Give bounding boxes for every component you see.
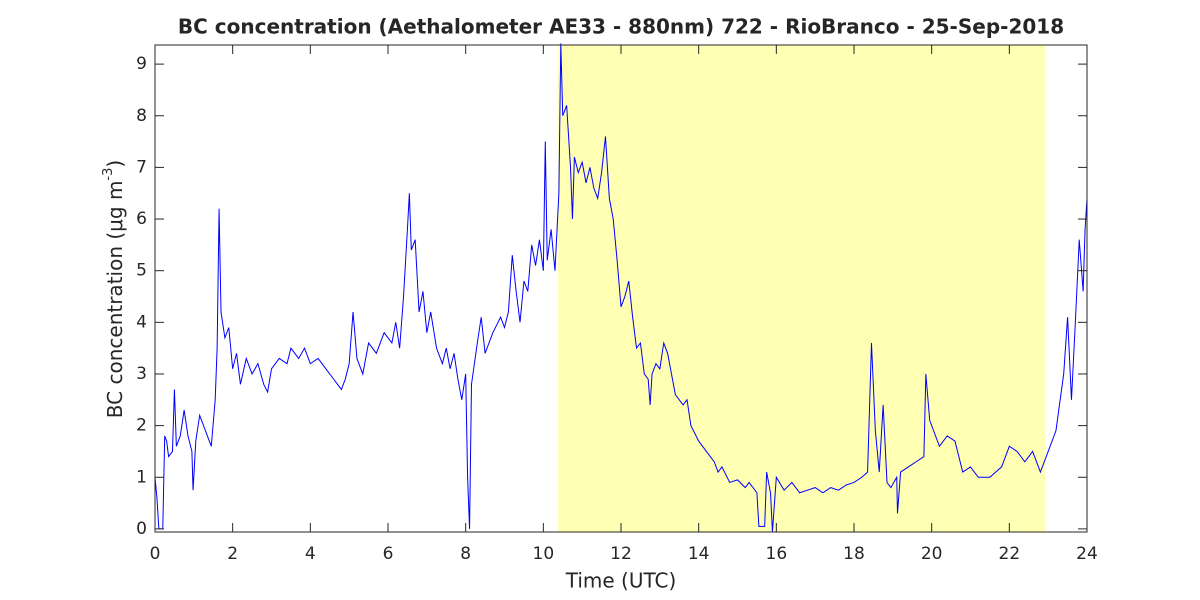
y-axis-label-superscript: -3 xyxy=(101,168,116,181)
y-tick-label: 7 xyxy=(136,157,147,177)
y-axis-label-suffix: ) xyxy=(103,160,127,168)
y-tick-label: 0 xyxy=(136,519,147,539)
x-tick-label: 12 xyxy=(610,544,632,564)
y-axis-label-text: BC concentration (μg m xyxy=(103,181,127,419)
y-tick-label: 9 xyxy=(136,54,147,74)
y-tick-label: 8 xyxy=(136,106,147,126)
x-tick-label: 16 xyxy=(766,544,788,564)
x-tick-label: 4 xyxy=(305,544,316,564)
y-tick-label: 4 xyxy=(136,312,147,332)
y-tick-label: 5 xyxy=(136,261,147,281)
y-tick-label: 6 xyxy=(136,209,147,229)
data-line xyxy=(154,43,1088,532)
x-tick-label: 18 xyxy=(843,544,865,564)
y-axis-label: BC concentration (μg m-3) xyxy=(101,160,127,418)
highlight-region xyxy=(558,45,1046,532)
y-tick-label: 3 xyxy=(136,364,147,384)
x-tick-label: 2 xyxy=(227,544,238,564)
chart-title: BC concentration (Aethalometer AE33 - 88… xyxy=(178,15,1064,39)
x-axis-label: Time (UTC) xyxy=(565,569,677,593)
x-tick-label: 14 xyxy=(688,544,710,564)
x-tick-label: 22 xyxy=(999,544,1021,564)
x-tick-label: 10 xyxy=(533,544,555,564)
x-tick-label: 8 xyxy=(460,544,471,564)
y-tick-label: 1 xyxy=(136,467,147,487)
y-tick-label: 2 xyxy=(136,416,147,436)
x-tick-label: 6 xyxy=(383,544,394,564)
x-tick-label: 0 xyxy=(150,544,161,564)
x-tick-label: 20 xyxy=(921,544,943,564)
x-tick-label: 24 xyxy=(1076,544,1098,564)
